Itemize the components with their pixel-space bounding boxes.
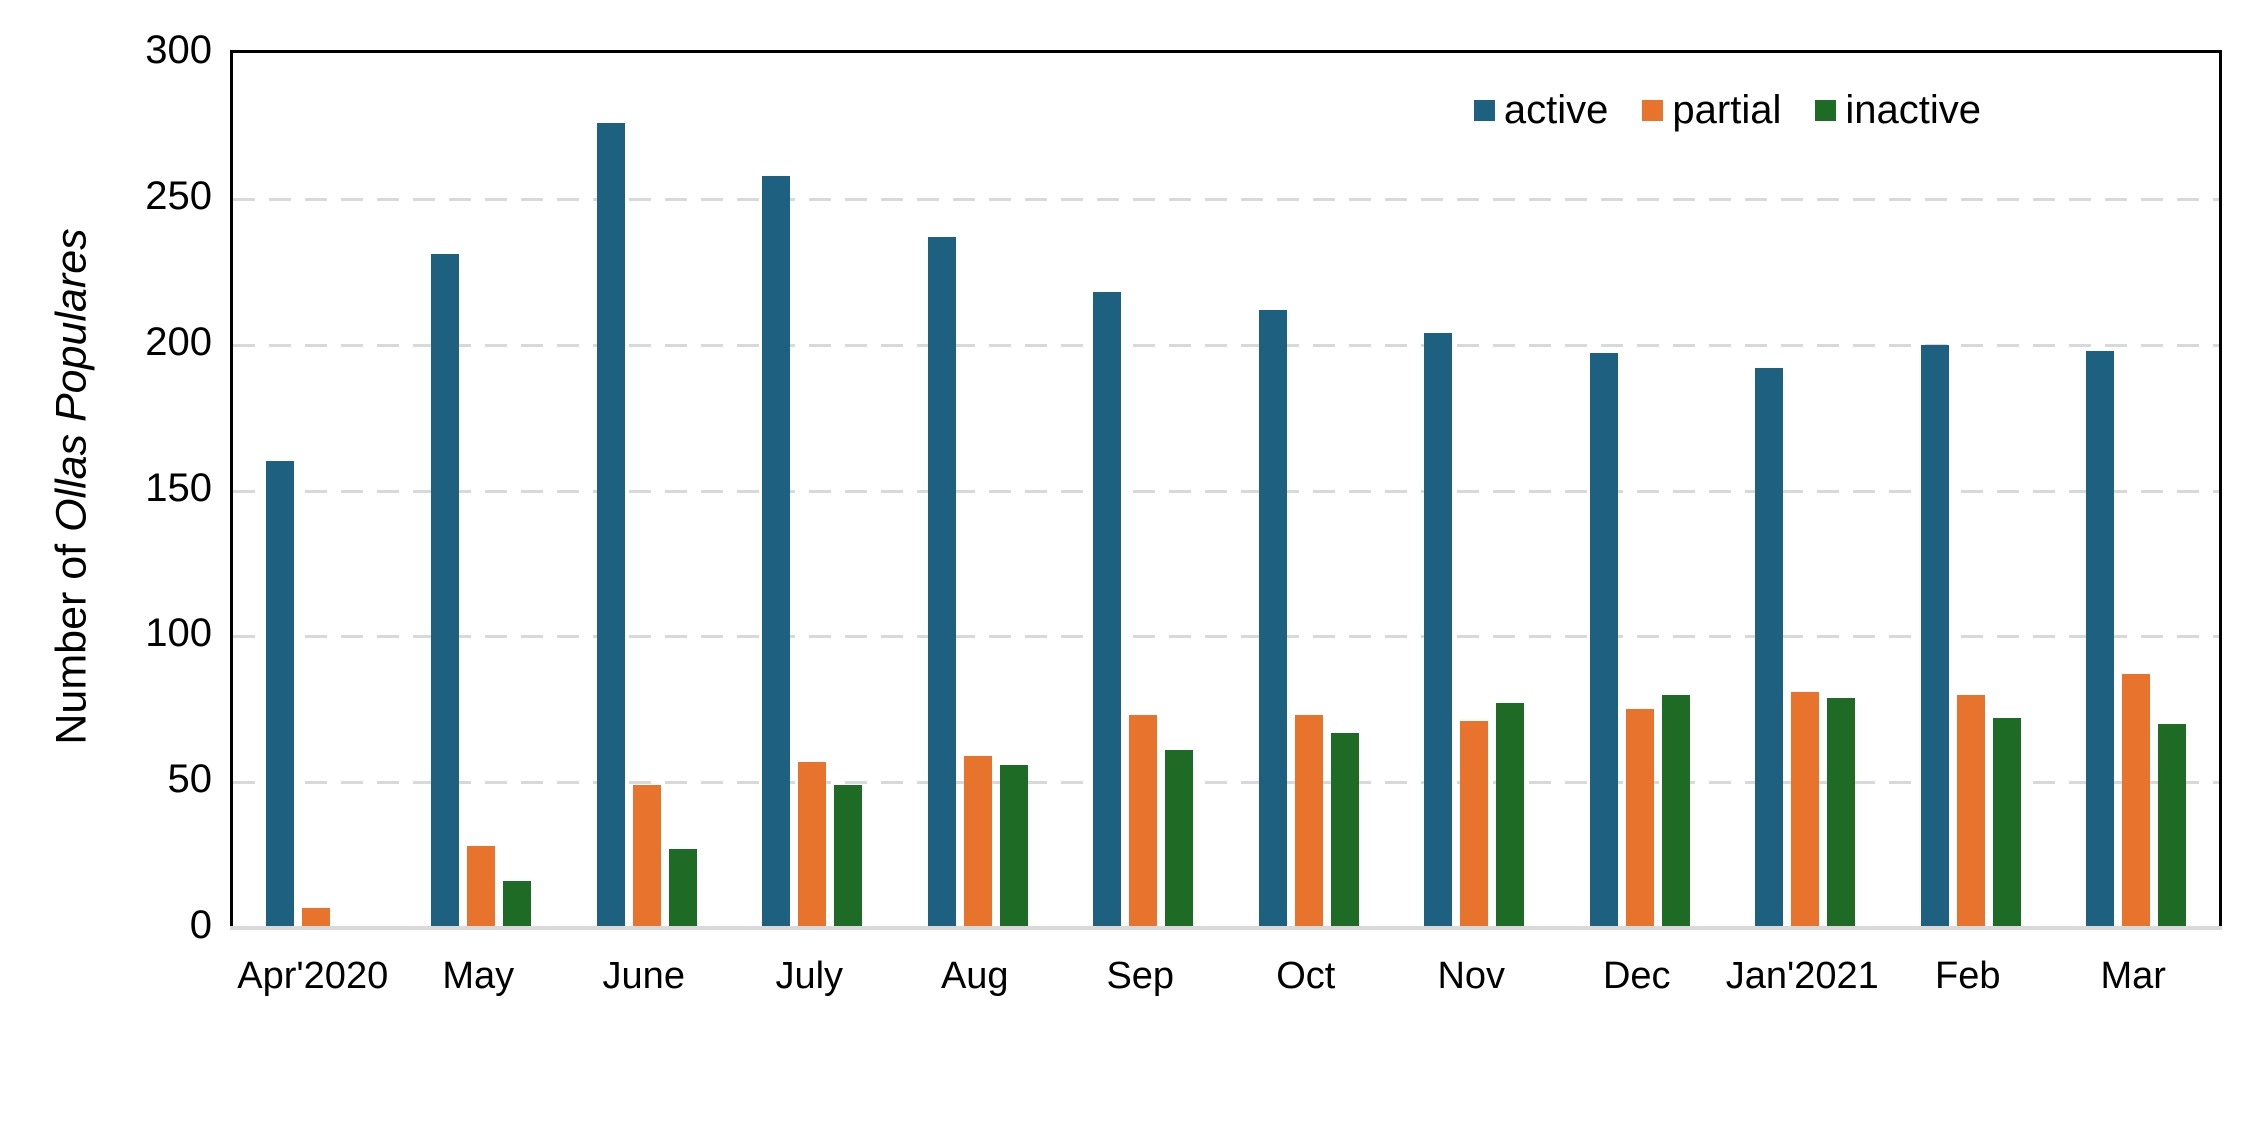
x-tick-Apr'2020: Apr'2020 bbox=[237, 955, 389, 997]
bar-inactive-Feb bbox=[1992, 718, 2021, 928]
y-tick-200: 200 bbox=[145, 319, 212, 364]
bar-group-Nov bbox=[1414, 53, 1534, 928]
bar-active-Dec bbox=[1589, 353, 1618, 928]
bar-active-Jan'2021 bbox=[1755, 368, 1784, 928]
legend: active partial inactive bbox=[1473, 88, 1981, 132]
y-tick-150: 150 bbox=[145, 465, 212, 510]
x-tick-July: July bbox=[775, 955, 844, 997]
bar-group-Sep bbox=[1083, 53, 1203, 928]
x-tick-Sep: Sep bbox=[1106, 955, 1175, 997]
bar-group-Aug bbox=[918, 53, 1038, 928]
bar-group-June bbox=[587, 53, 707, 928]
bar-active-Feb bbox=[1920, 344, 1949, 928]
legend-swatch-partial bbox=[1642, 99, 1664, 121]
bar-active-July bbox=[762, 175, 791, 928]
x-tick-Dec: Dec bbox=[1602, 955, 1671, 997]
x-tick-Oct: Oct bbox=[1276, 955, 1336, 997]
bar-active-Oct bbox=[1258, 309, 1287, 928]
bar-group-Apr'2020 bbox=[256, 53, 376, 928]
legend-label-inactive: inactive bbox=[1845, 88, 1981, 132]
bar-active-Aug bbox=[927, 236, 956, 928]
bar-partial-Feb bbox=[1956, 694, 1985, 928]
legend-item-partial: partial bbox=[1642, 88, 1781, 132]
bar-group-Dec bbox=[1580, 53, 1700, 928]
x-tick-Nov: Nov bbox=[1437, 955, 1506, 997]
x-tick-June: June bbox=[602, 955, 685, 997]
bar-partial-June bbox=[632, 785, 661, 928]
legend-label-partial: partial bbox=[1672, 88, 1782, 132]
legend-item-active: active bbox=[1473, 88, 1609, 132]
bar-active-June bbox=[596, 123, 625, 928]
bar-partial-Jan'2021 bbox=[1791, 691, 1820, 928]
gridline-150 bbox=[233, 489, 2219, 493]
bar-partial-May bbox=[467, 846, 496, 928]
bar-inactive-July bbox=[834, 785, 863, 928]
y-tick-300: 300 bbox=[145, 28, 212, 72]
bar-partial-Nov bbox=[1460, 720, 1489, 928]
x-tick-Aug: Aug bbox=[940, 955, 1009, 997]
y-tick-100: 100 bbox=[145, 611, 212, 656]
bar-inactive-Sep bbox=[1165, 750, 1194, 928]
bar-partial-Mar bbox=[2122, 674, 2151, 928]
bar-inactive-Nov bbox=[1496, 703, 1525, 928]
bar-inactive-May bbox=[503, 881, 532, 928]
x-tick-Mar: Mar bbox=[2100, 955, 2166, 997]
legend-swatch-active bbox=[1473, 99, 1495, 121]
bar-partial-Sep bbox=[1129, 715, 1158, 928]
bar-inactive-June bbox=[668, 849, 697, 928]
legend-label-active: active bbox=[1503, 88, 1609, 132]
bar-group-Oct bbox=[1249, 53, 1369, 928]
bar-active-Sep bbox=[1093, 292, 1122, 928]
gridline-250 bbox=[233, 197, 2219, 201]
x-tick-May: May bbox=[442, 955, 515, 997]
x-tick-Jan'2021: Jan'2021 bbox=[1725, 955, 1879, 997]
legend-item-inactive: inactive bbox=[1815, 88, 1981, 132]
bar-partial-Aug bbox=[963, 755, 992, 928]
bar-partial-Oct bbox=[1294, 715, 1323, 928]
bar-inactive-Jan'2021 bbox=[1827, 697, 1856, 928]
bar-inactive-Dec bbox=[1661, 694, 1690, 928]
bar-inactive-Aug bbox=[999, 764, 1028, 928]
bar-group-Mar bbox=[2076, 53, 2196, 928]
x-axis-line bbox=[230, 926, 2222, 930]
y-tick-250: 250 bbox=[145, 173, 212, 218]
y-tick-0: 0 bbox=[189, 903, 212, 947]
legend-swatch-inactive bbox=[1815, 99, 1837, 121]
bar-active-Nov bbox=[1424, 333, 1453, 928]
plot-area bbox=[230, 50, 2222, 930]
bar-group-Feb bbox=[1911, 53, 2031, 928]
x-tick-Feb: Feb bbox=[1935, 955, 2001, 997]
y-tick-50: 50 bbox=[167, 757, 213, 802]
bar-partial-Dec bbox=[1625, 709, 1654, 928]
bar-group-Jan'2021 bbox=[1745, 53, 1865, 928]
bar-active-May bbox=[431, 254, 460, 928]
bar-partial-July bbox=[798, 761, 827, 928]
bar-group-July bbox=[752, 53, 872, 928]
bar-active-Apr'2020 bbox=[265, 461, 294, 928]
bar-inactive-Oct bbox=[1330, 732, 1359, 928]
gridline-50 bbox=[233, 781, 2219, 785]
gridline-100 bbox=[233, 635, 2219, 639]
bar-active-Mar bbox=[2086, 350, 2115, 928]
gridline-200 bbox=[233, 343, 2219, 347]
bar-group-May bbox=[421, 53, 541, 928]
bar-partial-Apr'2020 bbox=[301, 907, 330, 928]
bar-inactive-Mar bbox=[2158, 723, 2187, 928]
